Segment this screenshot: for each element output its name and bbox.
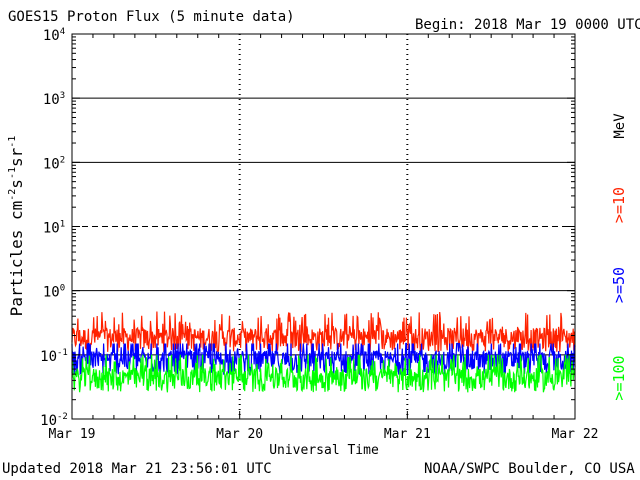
x-axis-label: Universal Time [269,443,379,458]
series-line-1 [71,311,576,353]
chart-title: GOES15 Proton Flux (5 minute data) [8,9,295,25]
y-axis-label: Particles cm-2s-1sr-1 [7,136,26,317]
x-tick-label: Mar 20 [216,427,263,442]
legend-series-2: >=50 [610,267,628,303]
y-tick-label: 100 [43,284,65,301]
x-tick-label: Mar 21 [384,427,431,442]
y-tick-label: 103 [43,91,65,108]
legend-series-3: >=100 [610,355,628,400]
legend-units: MeV [612,113,628,139]
y-tick-label: 104 [43,27,65,44]
series-line-2 [71,342,576,376]
y-tick-label: 10-1 [40,348,68,365]
begin-date: Begin: 2018 Mar 19 0000 UTC [415,17,640,33]
credit: NOAA/SWPC Boulder, CO USA [424,461,635,477]
y-tick-label: 102 [43,155,65,172]
y-tick-label: 10-2 [40,412,68,429]
series-line-3 [71,354,576,393]
x-tick-label: Mar 19 [49,427,96,442]
legend-series-1: >=10 [610,187,628,223]
updated-timestamp: Updated 2018 Mar 21 23:56:01 UTC [2,461,272,477]
y-tick-label: 101 [43,220,65,237]
x-tick-label: Mar 22 [552,427,599,442]
